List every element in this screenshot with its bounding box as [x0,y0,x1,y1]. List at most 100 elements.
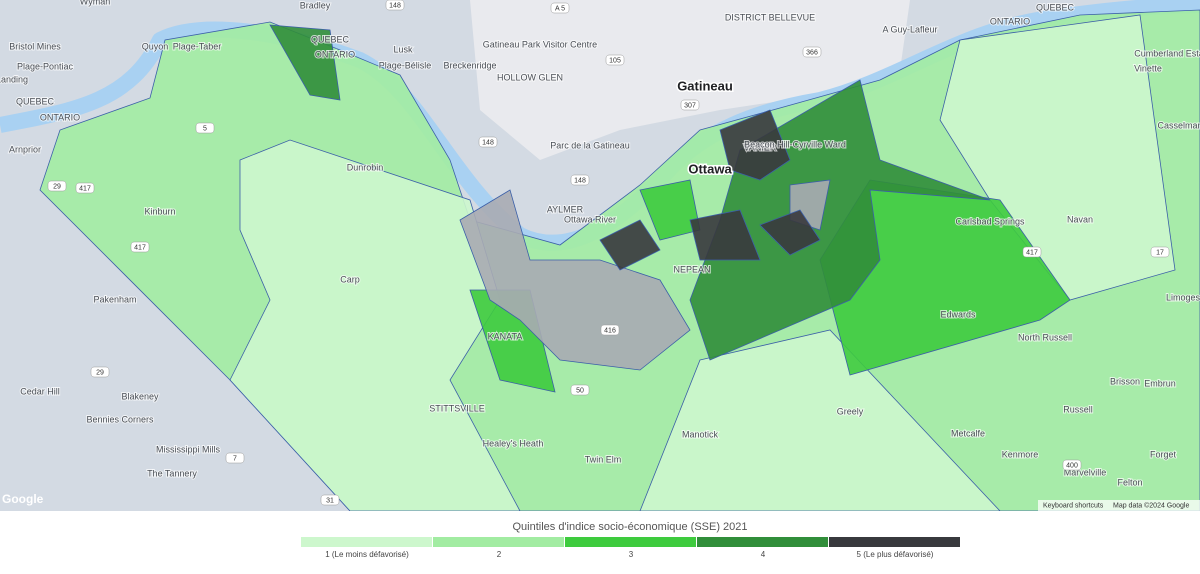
place-label: Quyon [142,41,169,51]
road-shield [1150,246,1170,258]
road-shield-label: 307 [684,102,696,109]
road-shield [47,180,67,192]
place-label: Healey's Heath [483,438,544,448]
district [459,189,691,371]
road-shield-label: 105 [609,57,621,64]
place-label: Lusk [393,44,413,54]
place-label: Carp [340,274,360,284]
district [689,209,761,261]
place-label: Embrun [1144,378,1176,388]
place-label: Gatineau Park Visitor Centre [483,39,597,49]
place-label: Breckenridge [443,60,496,70]
road-shield-label: 5 [203,125,207,132]
legend-swatch [433,537,564,547]
place-label: North Russell [1018,332,1072,342]
legend-label: 4 [761,550,766,559]
place-label: AYLMER [547,204,584,214]
place-label: Plage-Taber [173,41,222,51]
road-shield-label: 7 [233,455,237,462]
place-label: ONTARIO [315,49,355,59]
legend-label: 5 (Le plus défavorisé) [857,550,934,559]
attribution-bg [1038,500,1200,511]
road-shield [605,54,625,66]
place-label: Vinette [1134,63,1162,73]
place-label: NEPEAN [673,264,710,274]
place-label: Twin Elm [585,454,622,464]
road-shield [90,366,110,378]
place-label: Cumberland Estates [1134,48,1200,58]
place-label: Greely [837,406,864,416]
road-shield-label: 416 [604,327,616,334]
road-shield-label: 417 [1026,249,1038,256]
road-shield-label: 366 [806,49,818,56]
road-shield-label: 31 [326,497,334,504]
legend-swatch [565,537,696,547]
place-label: Pakenham [93,294,136,304]
place-label: VANIER [744,142,777,152]
keyboard-shortcuts[interactable]: Keyboard shortcuts [1043,502,1104,509]
place-label: Felton [1117,477,1142,487]
map-data: Map data ©2024 Google [1113,501,1189,509]
place-label: Plage-Pontiac [17,61,74,71]
district [719,109,791,181]
place-label: Russell [1063,404,1093,414]
place-label: QUEBEC [311,34,350,44]
road-shield [570,384,590,396]
urban-area [470,0,910,160]
place-label: Beacon Hill-Cyrville Ward [744,139,846,149]
place-label: QUEBEC [1036,2,1075,12]
place-label: ONTARIO [990,16,1030,26]
place-label: A Guy-Lafleur [882,24,937,34]
place-label: Kenmore [1002,449,1039,459]
place-label: HOLLOW GLEN [497,72,563,82]
place-label: Arnprior [9,144,41,154]
district [269,24,341,101]
place-label: ONTARIO [40,112,80,122]
road-shield [225,452,245,464]
road-shield-label: 17 [1156,249,1164,256]
place-label: Parc de la Gatineau [550,140,630,150]
map[interactable]: Wyman Quyon Plage-Taber Bradley Bristol Mine… [0,0,1200,512]
place-label: Wyman [80,0,110,6]
road-shield-label: A 5 [555,5,565,12]
road-shield-label: 148 [482,139,494,146]
google-logo: Google [2,492,44,506]
place-label: QUEBEC [16,96,55,106]
place-label: Landing [0,74,28,84]
place-label: Ottawa River [564,214,616,224]
road-shield [130,241,150,253]
legend-label: 3 [629,550,634,559]
legend-title: Quintiles d'indice socio-économique (SSE… [512,521,747,533]
place-label: Manotick [682,429,719,439]
road-shield [570,174,590,186]
place-label: DISTRICT BELLEVUE [725,12,815,22]
place-label: Plage-Bélisle [379,60,432,70]
legend-swatch [697,537,828,547]
place-label: Casselman [1157,120,1200,130]
place-label: Edwards [940,309,976,319]
road-shield-label: 417 [134,244,146,251]
road-shield [195,122,215,134]
road-shield [1022,246,1042,258]
legend-swatch [829,537,960,547]
road-shield [1062,459,1082,471]
place-label: KANATA [488,331,523,341]
road-shield-label: 148 [389,2,401,9]
place-label: Carlsbad Springs [955,216,1025,226]
place-label: Brisson [1110,376,1140,386]
place-label: STITTSVILLE [429,403,485,413]
road-shield [680,99,700,111]
district [599,219,661,271]
road-shield-label: 29 [53,183,61,190]
place-label: Kinburn [144,206,175,216]
road-shield-label: 50 [576,387,584,394]
place-label: Mississippi Mills [156,444,221,454]
place-label: Navan [1067,214,1093,224]
road-shield [600,324,620,336]
legend: 1 (Le moins défavorisé) 2 3 4 5 (Le plus déf… [301,537,960,559]
district [759,209,821,256]
legend-label: 1 (Le moins défavorisé) [325,550,409,559]
road-shield [802,46,822,58]
road-shield-label: 148 [574,177,586,184]
